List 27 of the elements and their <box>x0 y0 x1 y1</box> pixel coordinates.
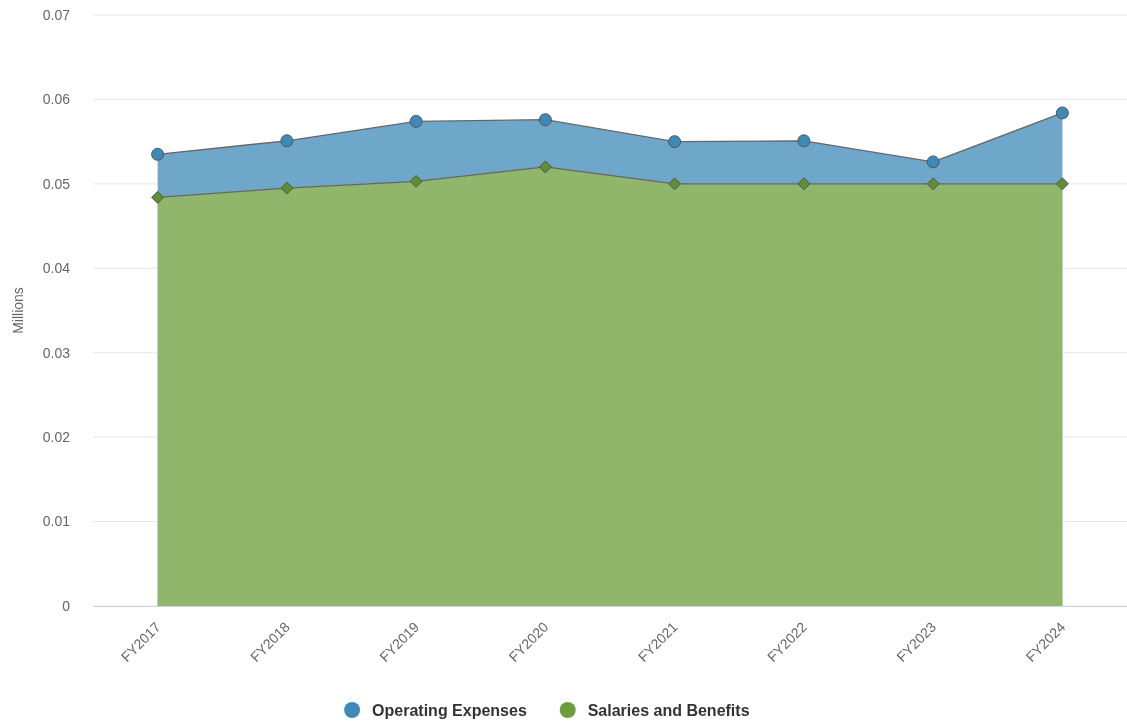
point <box>1055 177 1069 191</box>
y-tick-label: 0.03 <box>42 344 71 361</box>
y-tick-label: 0.01 <box>42 513 71 530</box>
point <box>926 155 940 169</box>
y-tick-label: 0.07 <box>42 6 71 23</box>
y-tick-label: 0 <box>62 597 71 614</box>
point <box>151 190 165 204</box>
y-axis-title: Millions <box>10 287 26 334</box>
point <box>1055 106 1069 120</box>
point <box>538 160 552 174</box>
point <box>280 134 294 148</box>
point <box>409 114 423 128</box>
point <box>409 174 423 188</box>
point <box>926 177 940 191</box>
y-tick-label: 0.05 <box>42 175 71 192</box>
legend-label: Operating Expenses <box>372 701 527 719</box>
point <box>151 147 165 161</box>
y-tick-label: 0.06 <box>42 91 71 108</box>
y-tick-label: 0.04 <box>42 260 71 277</box>
point <box>797 134 811 148</box>
legend-label: Salaries and Benefits <box>587 701 750 719</box>
point <box>668 135 682 149</box>
point <box>538 113 552 127</box>
point <box>280 181 294 195</box>
point <box>797 177 811 191</box>
y-tick-label: 0.02 <box>42 429 71 446</box>
point <box>668 177 682 191</box>
